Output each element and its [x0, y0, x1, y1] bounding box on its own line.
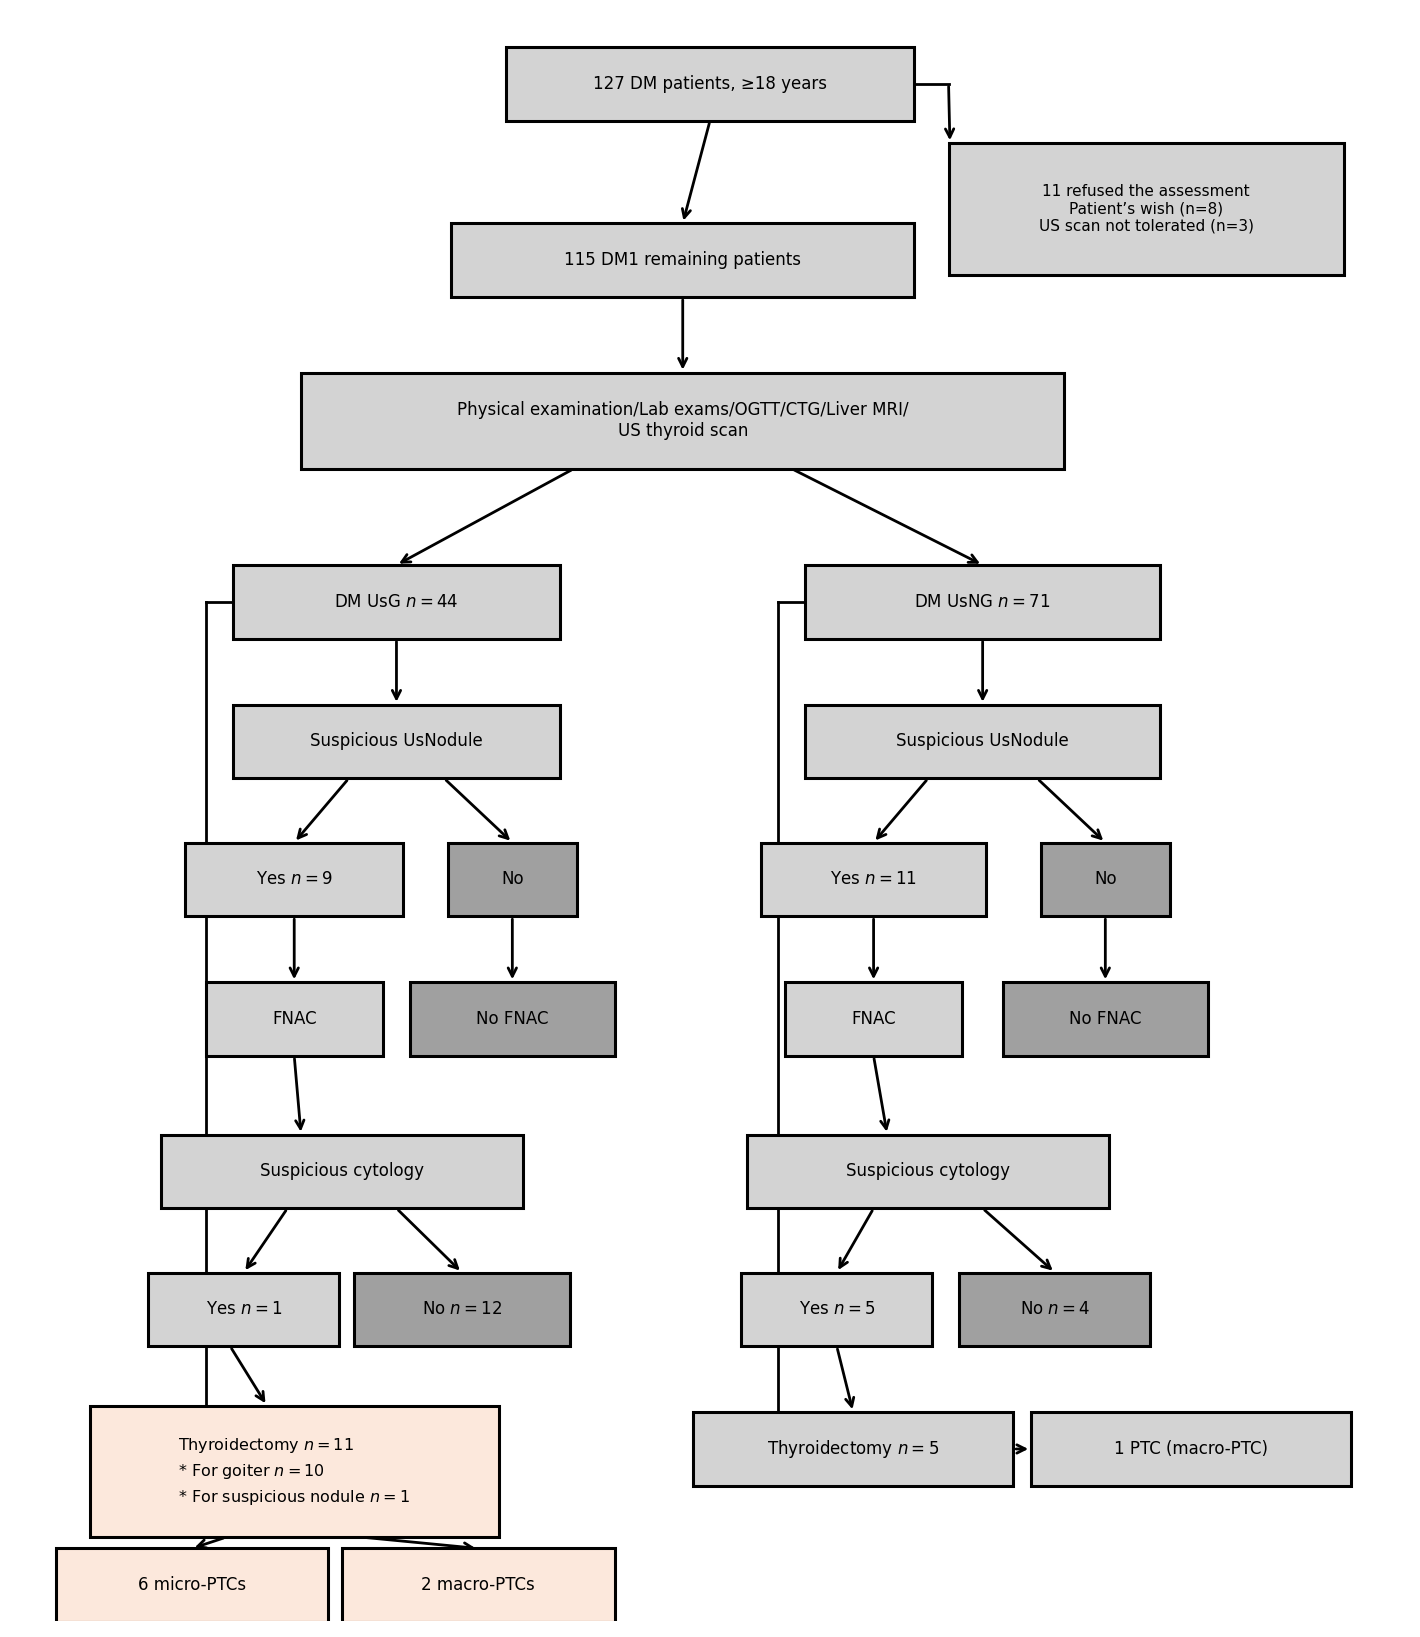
- FancyBboxPatch shape: [741, 1272, 932, 1346]
- FancyBboxPatch shape: [162, 1134, 523, 1208]
- Text: Yes $\it{n{=}11}$: Yes $\it{n{=}11}$: [831, 871, 917, 889]
- Text: No $\it{n{=}12}$: No $\it{n{=}12}$: [422, 1300, 503, 1318]
- Text: FNAC: FNAC: [271, 1010, 317, 1028]
- Text: No: No: [1093, 871, 1116, 889]
- Text: Yes $\it{n{=}1}$: Yes $\it{n{=}1}$: [206, 1300, 283, 1318]
- Text: DM UsNG $\it{n{=}71}$: DM UsNG $\it{n{=}71}$: [914, 593, 1051, 611]
- FancyBboxPatch shape: [805, 565, 1160, 638]
- Text: No $\it{n{=}4}$: No $\it{n{=}4}$: [1020, 1300, 1091, 1318]
- FancyBboxPatch shape: [342, 1549, 615, 1622]
- FancyBboxPatch shape: [1041, 843, 1170, 917]
- FancyBboxPatch shape: [506, 47, 914, 121]
- FancyBboxPatch shape: [785, 982, 963, 1056]
- Text: 127 DM patients, ≥18 years: 127 DM patients, ≥18 years: [594, 75, 826, 93]
- FancyBboxPatch shape: [233, 565, 559, 638]
- Text: DM UsG $\it{n{=}44}$: DM UsG $\it{n{=}44}$: [334, 593, 459, 611]
- Text: 2 macro-PTCs: 2 macro-PTCs: [422, 1576, 535, 1594]
- FancyBboxPatch shape: [447, 843, 577, 917]
- FancyBboxPatch shape: [206, 982, 383, 1056]
- Text: 1 PTC (macro-PTC): 1 PTC (macro-PTC): [1115, 1441, 1268, 1459]
- Text: Physical examination/Lab exams/OGTT/CTG/Liver MRI/
US thyroid scan: Physical examination/Lab exams/OGTT/CTG/…: [457, 401, 909, 440]
- Text: 6 micro-PTCs: 6 micro-PTCs: [138, 1576, 246, 1594]
- FancyBboxPatch shape: [410, 982, 615, 1056]
- FancyBboxPatch shape: [185, 843, 403, 917]
- Text: Yes $\it{n{=}9}$: Yes $\it{n{=}9}$: [256, 871, 332, 889]
- FancyBboxPatch shape: [761, 843, 985, 917]
- Text: Yes $\it{n{=}5}$: Yes $\it{n{=}5}$: [798, 1300, 875, 1318]
- FancyBboxPatch shape: [747, 1134, 1109, 1208]
- FancyBboxPatch shape: [1003, 982, 1207, 1056]
- Text: Suspicious cytology: Suspicious cytology: [260, 1162, 425, 1180]
- Text: 115 DM1 remaining patients: 115 DM1 remaining patients: [564, 250, 801, 268]
- FancyBboxPatch shape: [55, 1549, 328, 1622]
- FancyBboxPatch shape: [693, 1413, 1014, 1486]
- Text: FNAC: FNAC: [851, 1010, 896, 1028]
- Text: Suspicious UsNodule: Suspicious UsNodule: [310, 732, 483, 750]
- Text: No: No: [501, 871, 524, 889]
- Text: Suspicious cytology: Suspicious cytology: [846, 1162, 1010, 1180]
- FancyBboxPatch shape: [301, 373, 1065, 468]
- Text: Thyroidectomy $n=11$
* For goiter $n=10$
* For suspicious nodule $n=1$: Thyroidectomy $n=11$ * For goiter $n=10$…: [179, 1436, 410, 1508]
- FancyBboxPatch shape: [1031, 1413, 1352, 1486]
- FancyBboxPatch shape: [354, 1272, 569, 1346]
- Text: Thyroidectomy $\it{n{=}5}$: Thyroidectomy $\it{n{=}5}$: [767, 1437, 939, 1460]
- FancyBboxPatch shape: [148, 1272, 339, 1346]
- FancyBboxPatch shape: [960, 1272, 1150, 1346]
- FancyBboxPatch shape: [805, 704, 1160, 779]
- FancyBboxPatch shape: [452, 223, 914, 298]
- Text: 11 refused the assessment
Patient’s wish (n=8)
US scan not tolerated (n=3): 11 refused the assessment Patient’s wish…: [1038, 183, 1254, 234]
- Text: No FNAC: No FNAC: [476, 1010, 548, 1028]
- Text: Suspicious UsNodule: Suspicious UsNodule: [896, 732, 1069, 750]
- FancyBboxPatch shape: [233, 704, 559, 779]
- FancyBboxPatch shape: [89, 1406, 498, 1537]
- FancyBboxPatch shape: [949, 142, 1343, 275]
- Text: No FNAC: No FNAC: [1069, 1010, 1142, 1028]
